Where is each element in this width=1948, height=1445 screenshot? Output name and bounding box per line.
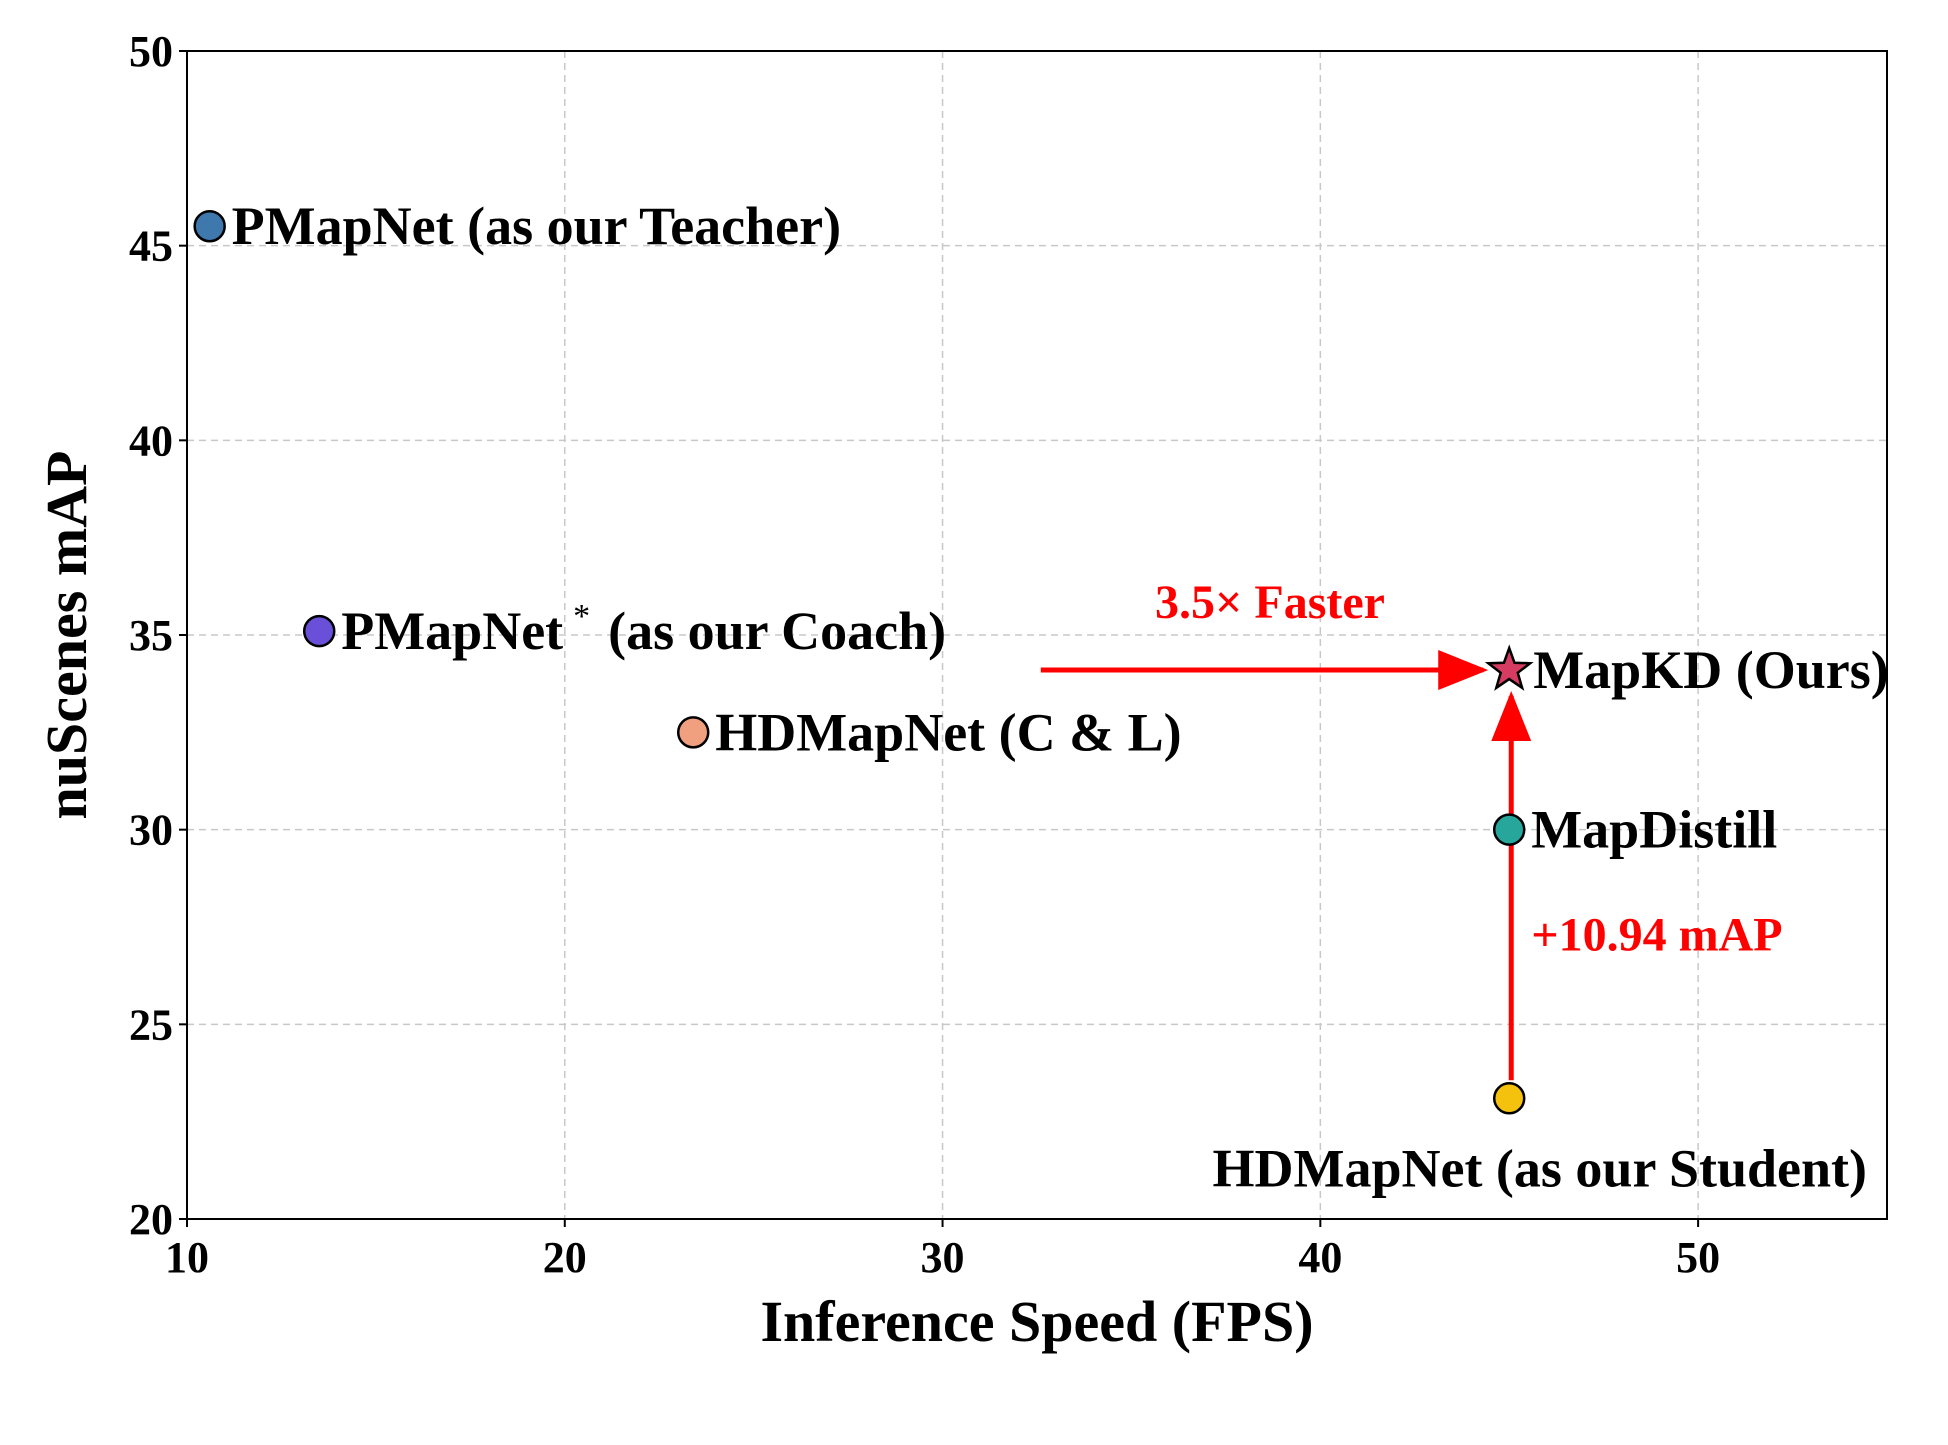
- y-axis-title: nuScenes mAP: [34, 451, 99, 820]
- speed-annotation: 3.5× Faster: [1155, 576, 1385, 629]
- data-point: [676, 716, 710, 749]
- x-tick-label: 20: [543, 1233, 587, 1282]
- y-tick-label: 45: [129, 222, 173, 271]
- grid-lines: [187, 51, 1887, 1219]
- point-label: HDMapNet (as our Student): [1212, 1138, 1867, 1198]
- point-label-text: HDMapNet (as our Student): [1212, 1138, 1867, 1198]
- point-label: MapKD (Ours): [1533, 640, 1888, 700]
- point-label: MapDistill: [1531, 800, 1777, 860]
- y-tick-label: 35: [129, 611, 173, 660]
- x-tick-label: 50: [1676, 1233, 1720, 1282]
- point-label: PMapNet (as our Teacher): [232, 196, 841, 256]
- data-point-star: [1484, 644, 1534, 691]
- point-label-text: MapDistill: [1531, 800, 1777, 860]
- data-point: [302, 614, 336, 648]
- point-labels: PMapNet (as our Teacher) PMapNet * (as our …: [232, 196, 1889, 1198]
- point-label: PMapNet * (as our Coach): [341, 598, 946, 661]
- x-axis-title: Inference Speed (FPS): [760, 1289, 1313, 1354]
- y-tick-label: 25: [129, 1000, 173, 1049]
- data-point: [1492, 1082, 1526, 1115]
- y-tick-label: 40: [129, 416, 173, 465]
- annotation-arrows: 3.5× Faster +10.94 mAP: [1040, 576, 1783, 1081]
- point-label-text: HDMapNet (C & L): [715, 702, 1181, 762]
- x-tick-label: 30: [921, 1233, 965, 1282]
- x-tick-label: 40: [1298, 1233, 1342, 1282]
- y-tick-label: 20: [129, 1195, 173, 1244]
- data-point: [1492, 813, 1526, 846]
- point-label-text: MapKD (Ours): [1533, 640, 1888, 700]
- point-label-superscript: *: [573, 598, 590, 635]
- data-point: [193, 209, 226, 243]
- point-label: HDMapNet (C & L): [715, 702, 1181, 762]
- point-label-suffix: (as our Coach): [608, 601, 946, 661]
- point-label-text: PMapNet (as our Teacher): [232, 196, 841, 256]
- y-tick-label: 30: [129, 806, 173, 855]
- x-tick-label: 10: [165, 1233, 209, 1282]
- map-gain-annotation: +10.94 mAP: [1531, 908, 1782, 961]
- point-label-text: PMapNet: [341, 601, 563, 661]
- data-points: [193, 209, 1534, 1115]
- y-tick-label: 50: [129, 27, 173, 76]
